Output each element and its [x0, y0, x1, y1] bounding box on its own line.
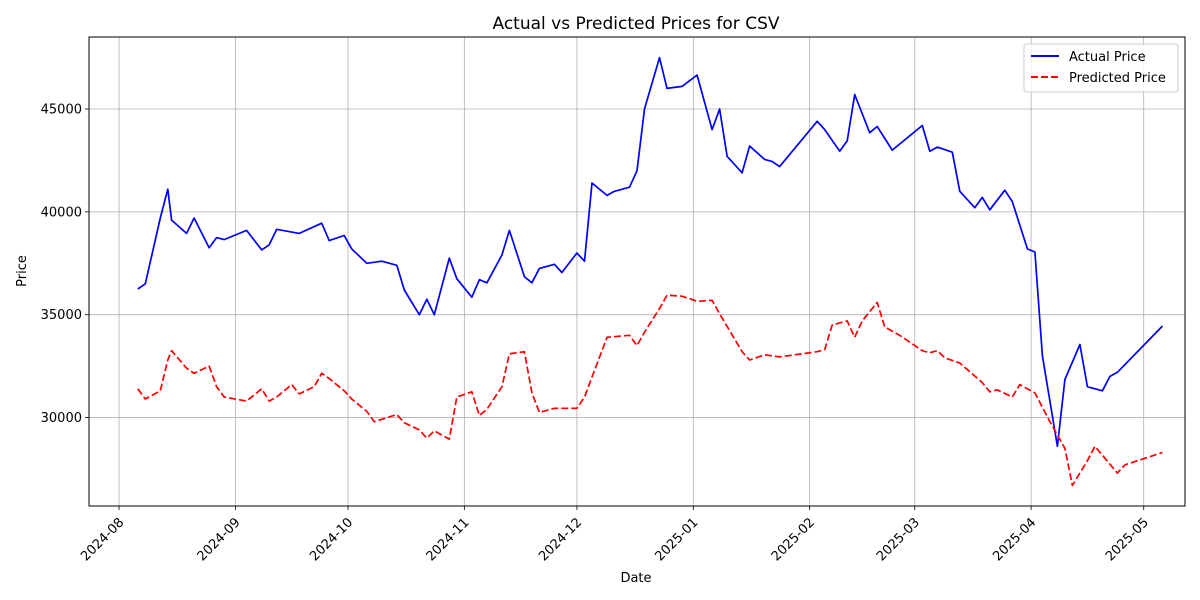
- y-tick-label: 30000: [41, 411, 82, 426]
- x-axis-label: Date: [620, 571, 651, 586]
- grid: [89, 37, 1185, 506]
- chart-title: Actual vs Predicted Prices for CSV: [493, 14, 780, 34]
- legend-label-predicted-price: Predicted Price: [1069, 71, 1166, 86]
- series-line-predicted-price: [137, 294, 1163, 487]
- legend: Actual Price Predicted Price: [1023, 43, 1179, 93]
- series-layer: [137, 56, 1164, 487]
- legend-label-actual-price: Actual Price: [1069, 50, 1146, 65]
- y-tick-label: 40000: [41, 205, 82, 220]
- y-tick-label: 35000: [41, 308, 82, 323]
- y-axis-label: Price: [15, 255, 30, 287]
- y-axis: 30000 35000 40000 45000: [41, 102, 89, 426]
- series-line-actual-price: [137, 56, 1164, 448]
- legend-box: [1023, 43, 1179, 93]
- plot-frame: [88, 36, 1186, 507]
- y-tick-label: 45000: [41, 102, 82, 117]
